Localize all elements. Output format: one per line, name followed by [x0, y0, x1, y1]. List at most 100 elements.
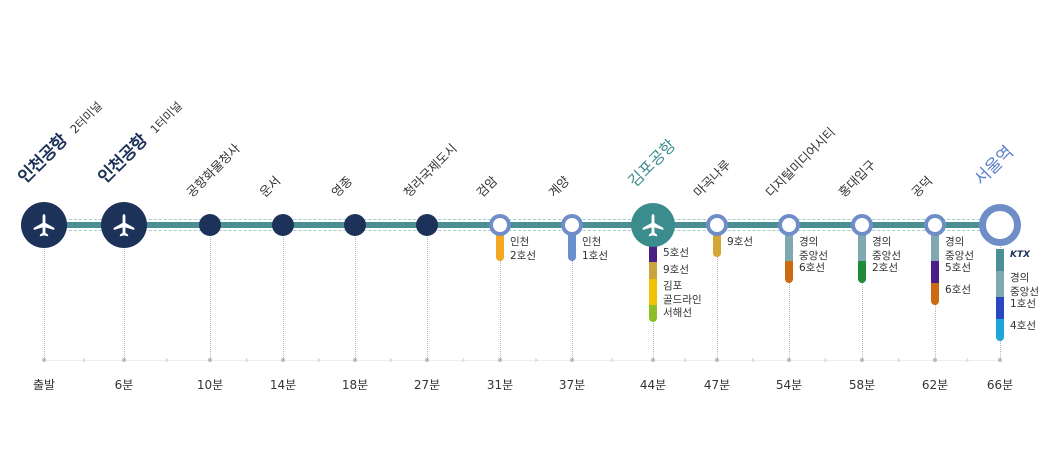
transfer-line-bar [649, 245, 657, 262]
station-guide-line [124, 237, 125, 360]
time-axis-dot [570, 358, 574, 362]
transfer-line-bar [931, 283, 939, 305]
station-name: 공항화물청사 [183, 140, 243, 200]
station-name: 인천공항1터미널 [94, 97, 186, 188]
transfer-line-label: 김포 골드라인 [663, 280, 702, 306]
transfer-line-label: 5호선 [945, 262, 972, 274]
station-name-text: 인천공항 [14, 130, 72, 188]
station-name-text: 홍대입구 [835, 156, 879, 200]
station-name: 운서 [256, 172, 284, 200]
transfer-line-label: 서해선 [663, 307, 692, 319]
time-axis-arrow: › [461, 355, 466, 366]
time-axis-arrow: › [823, 355, 828, 366]
station-guide-line [44, 237, 45, 360]
transfer-line-bar [931, 261, 939, 283]
station-name-text: 공항화물청사 [183, 140, 243, 200]
station-name-text: 인천공항 [94, 130, 152, 188]
station-name-text: 운서 [256, 173, 284, 200]
transfer-line-bar [568, 235, 576, 261]
station-marker [561, 214, 583, 236]
time-axis-arrow: › [317, 355, 321, 366]
time-axis-dot [42, 358, 46, 362]
airplane-icon [640, 212, 666, 238]
station-marker [979, 204, 1021, 246]
station-name-text: 디지털미디어시티 [762, 124, 839, 200]
station-marker [778, 214, 800, 236]
transfer-line-label: 경의 중앙선 [1010, 272, 1039, 298]
time-axis-arrow: › [751, 355, 755, 366]
time-axis-arrow: › [534, 355, 538, 366]
travel-time-label: 47분 [703, 378, 731, 392]
travel-time-label: 27분 [413, 378, 441, 392]
station-guide-line [789, 237, 790, 360]
transfer-line-bar [996, 249, 1004, 271]
travel-time-label: 6분 [114, 378, 134, 392]
station-guide-line [355, 237, 356, 360]
airplane-icon [111, 212, 137, 238]
time-axis-arrow: › [610, 355, 615, 366]
travel-time-label: 54분 [775, 378, 803, 392]
time-axis-dot [860, 358, 864, 362]
station-guide-line [572, 237, 573, 360]
station-name: 공덕 [908, 172, 936, 200]
time-axis-arrow: › [965, 355, 970, 366]
time-axis-dot [933, 358, 937, 362]
transfer-line-bar [931, 235, 939, 261]
transfer-line-bar [785, 261, 793, 283]
transfer-line-bar [649, 262, 657, 279]
travel-time-label: 37분 [558, 378, 586, 392]
transfer-line-bar [649, 279, 657, 305]
transfer-line-label: 6호선 [945, 284, 972, 296]
airplane-icon [31, 212, 57, 238]
time-axis-dot [651, 358, 655, 362]
station-name-text: 계양 [545, 173, 573, 200]
station-marker [851, 214, 873, 236]
transfer-line-label: 2호선 [872, 262, 899, 274]
transfer-line-label: 1호선 [1010, 298, 1037, 310]
time-axis-dot [353, 358, 357, 362]
time-axis-arrow: › [683, 355, 687, 366]
transfer-line-label: 9호선 [663, 264, 690, 276]
time-axis-arrow: › [165, 355, 169, 366]
station-marker [21, 202, 67, 248]
station-name-text: 공덕 [908, 173, 936, 200]
station-name-text: 청라국제도시 [400, 140, 460, 200]
station-marker [199, 214, 221, 236]
station-name-text: 서울역 [970, 142, 1018, 190]
transfer-line-label: 5호선 [663, 247, 690, 259]
station-name-text: 영종 [328, 173, 356, 200]
station-guide-line [862, 237, 863, 360]
travel-time-label: 62분 [921, 378, 949, 392]
station-name: 서울역 [970, 142, 1018, 190]
station-name-text: 김포공항 [624, 135, 680, 191]
transfer-line-label: 경의 중앙선 [945, 236, 974, 262]
time-axis-line [44, 360, 1000, 361]
station-name: 영종 [328, 172, 356, 200]
station-terminal-text: 1터미널 [147, 98, 185, 137]
transfer-line-bar [858, 235, 866, 261]
time-axis-arrow: › [244, 355, 249, 366]
transfer-line-label: 인천 1호선 [582, 236, 609, 262]
travel-time-label: 18분 [341, 378, 369, 392]
time-axis-dot [498, 358, 502, 362]
station-guide-line [210, 237, 211, 360]
station-name: 디지털미디어시티 [762, 124, 838, 200]
station-guide-line [427, 237, 428, 360]
track-dash-bottom [44, 230, 1000, 231]
travel-time-label: 31분 [486, 378, 514, 392]
station-name: 홍대입구 [835, 156, 879, 200]
transfer-line-label: 9호선 [727, 236, 754, 248]
travel-time-label: 10분 [196, 378, 224, 392]
station-guide-line [500, 237, 501, 360]
travel-time-label: 58분 [848, 378, 876, 392]
station-marker [344, 214, 366, 236]
time-axis-arrow: › [896, 355, 901, 366]
transfer-line-bar [996, 319, 1004, 341]
time-axis-arrow: › [389, 355, 393, 366]
station-guide-line [717, 237, 718, 360]
station-name: 청라국제도시 [400, 140, 460, 200]
travel-time-label: 14분 [269, 378, 297, 392]
track-dash-top [44, 219, 1000, 220]
transfer-line-label: 경의 중앙선 [799, 236, 828, 262]
